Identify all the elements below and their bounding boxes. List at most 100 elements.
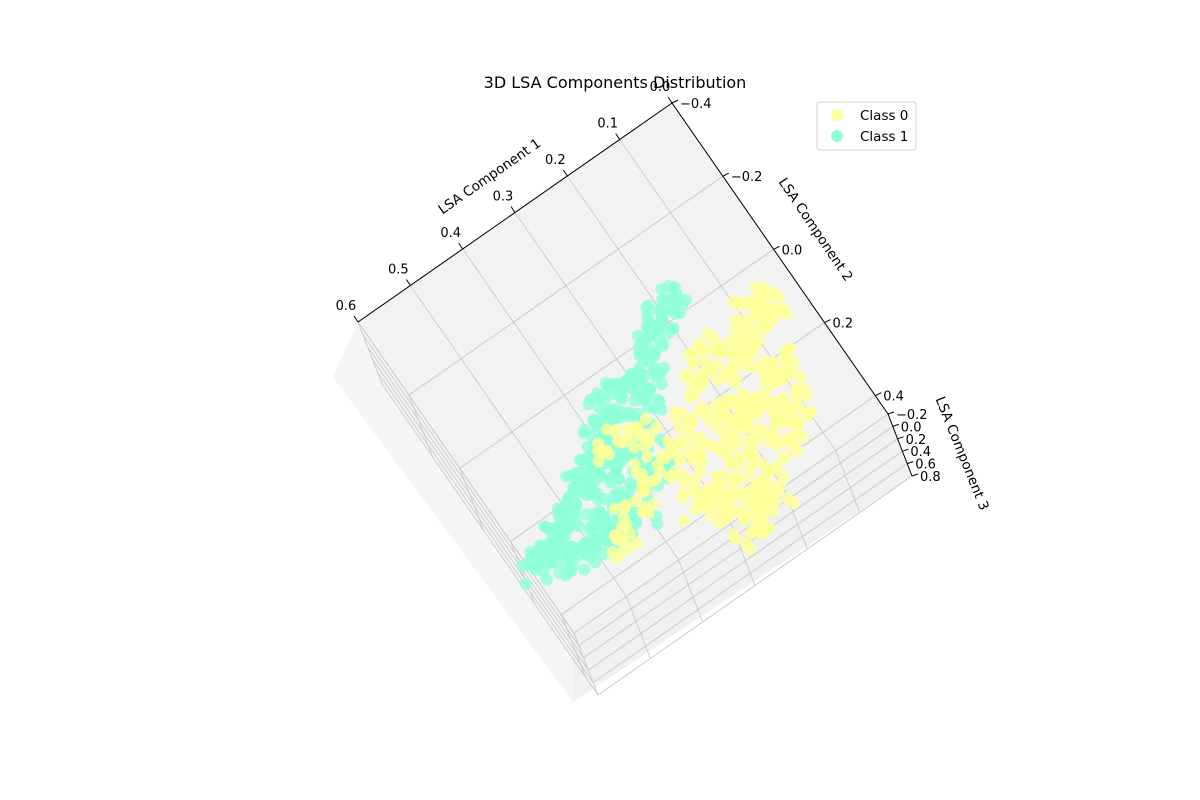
x-tick-mark [615,133,621,140]
y-tick-label: 0.4 [883,390,904,405]
scatter-point-class-0 [678,469,691,482]
scatter-point-class-0 [636,430,648,443]
legend-swatch-class-0 [831,109,843,121]
scatter-point-class-1 [601,410,614,423]
front-left-pane [333,322,573,702]
legend-label-class-0: Class 0 [860,108,908,124]
scatter-point-class-1 [610,377,623,390]
scatter-point-class-0 [788,496,801,509]
scatter-point-class-1 [582,398,595,411]
scatter-point-class-1 [591,487,604,500]
scatter-point-class-0 [689,474,702,487]
x-tick-mark [353,315,359,323]
scatter-point-class-0 [738,513,751,526]
scatter-point-class-0 [739,345,752,357]
y-tick-label: −0.2 [731,170,763,185]
grid-line-front-y [357,321,383,385]
scatter-point-class-0 [782,361,795,374]
scatter-point-class-0 [647,498,660,511]
grid-line-front-y [459,468,485,531]
scatter-point-class-0 [727,528,740,541]
scatter-point-class-0 [742,493,755,506]
y-tick-mark [875,392,882,397]
x-tick-label: 0.3 [493,190,514,205]
scatter-point-class-0 [684,412,697,425]
grid-line-front-y [510,541,535,604]
scatter-point-class-1 [568,498,581,511]
scatter-point-class-1 [655,320,668,332]
scatter-point-class-0 [713,517,726,530]
scatter-point-class-0 [768,429,780,442]
scatter-point-class-0 [631,536,644,549]
scatter-point-class-0 [635,467,648,480]
z-tick-mark [892,423,899,427]
scatter-point-class-0 [642,507,655,520]
scatter-point-class-1 [629,515,642,528]
scatter-point-class-0 [713,424,726,436]
y-tick-label: −0.4 [680,97,712,112]
scatter-point-class-0 [734,296,747,309]
grid-line-front-x [678,559,704,623]
scatter-point-class-0 [716,470,729,483]
scatter-point-class-1 [647,402,660,415]
scatter-point-class-1 [563,563,576,576]
scatter-point-class-0 [629,421,642,434]
grid-line-y [459,248,774,469]
scatter-point-class-1 [640,301,653,314]
scatter-point-class-0 [770,439,783,452]
scatter-point-class-0 [615,547,628,560]
scatter-point-class-1 [667,321,680,334]
scatter-point-class-0 [782,435,795,448]
grid-line-front-y [408,394,434,458]
scatter-point-class-0 [694,431,707,444]
scatter-point-class-0 [793,370,806,382]
scatter-point-class-0 [757,390,770,403]
scatter-point-class-0 [744,527,757,540]
scatter-point-class-0 [704,364,717,377]
scatter-point-class-0 [741,435,754,448]
scatter-point-class-0 [649,474,662,486]
z-tick-mark [911,473,919,477]
scatter-point-class-0 [650,421,663,434]
scatter-point-class-0 [765,356,778,368]
scatter-point-class-1 [578,423,591,436]
scatter-point-class-0 [693,492,706,505]
scatter-point-class-0 [683,391,696,404]
scatter-point-class-0 [619,499,632,511]
scatter-point-class-1 [637,354,650,367]
scatter-point-class-0 [726,362,739,375]
scatter-point-class-0 [750,477,763,490]
z-tick-mark [907,461,914,465]
scatter-point-class-0 [676,491,689,504]
scatter-point-class-0 [756,313,769,326]
grid-line-y [408,175,724,396]
scatter-point-class-0 [704,509,717,522]
z-axis-label: LSA Component 3 [932,394,992,512]
grid-line-front-x [573,632,599,696]
grid-line-front-y [560,614,586,677]
scatter-point-class-0 [753,333,766,346]
scatter-point-class-0 [747,457,760,469]
scatter-point-class-1 [576,485,589,498]
scatter-point-class-0 [791,444,804,457]
scatter-point-class-0 [763,490,776,503]
scatter-point-class-0 [791,386,804,398]
scatter-point-class-0 [678,369,691,382]
scatter-point-class-1 [530,547,543,560]
scatter-point-class-0 [668,465,681,478]
scatter-point-class-1 [546,522,559,535]
z-tick-mark [897,436,904,440]
scatter-point-class-1 [555,549,568,562]
scatter-point-class-1 [578,563,591,576]
x-tick-mark [458,242,464,250]
legend: Class 0 Class 1 [816,101,917,151]
scatter-point-class-0 [722,336,735,349]
scatter-point-class-1 [581,543,594,556]
y-tick-mark [722,172,730,177]
y-tick-mark [824,319,831,323]
scatter-point-class-0 [800,389,813,402]
scatter-point-class-0 [606,546,619,558]
chart-title: 3D LSA Components Distribution [484,73,747,92]
scatter-point-class-1 [553,566,566,579]
